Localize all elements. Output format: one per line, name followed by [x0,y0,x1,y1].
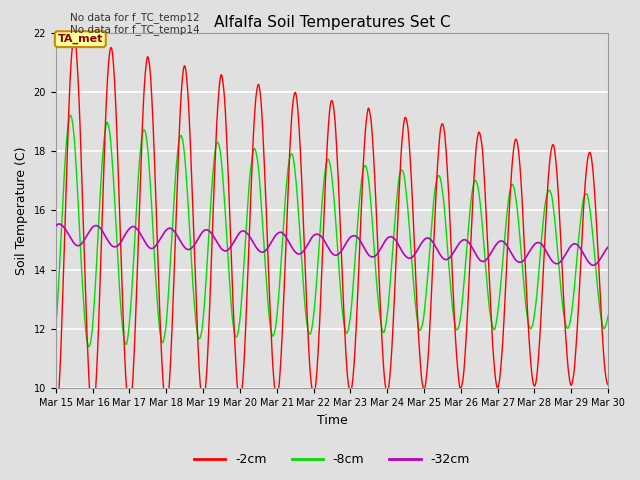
Text: TA_met: TA_met [58,34,103,44]
Text: No data for f_TC_temp14: No data for f_TC_temp14 [70,24,200,35]
Legend: -2cm, -8cm, -32cm: -2cm, -8cm, -32cm [189,448,475,471]
X-axis label: Time: Time [317,414,348,427]
Title: Alfalfa Soil Temperatures Set C: Alfalfa Soil Temperatures Set C [214,15,450,30]
Text: No data for f_TC_temp12: No data for f_TC_temp12 [70,12,200,23]
Y-axis label: Soil Temperature (C): Soil Temperature (C) [15,146,28,275]
